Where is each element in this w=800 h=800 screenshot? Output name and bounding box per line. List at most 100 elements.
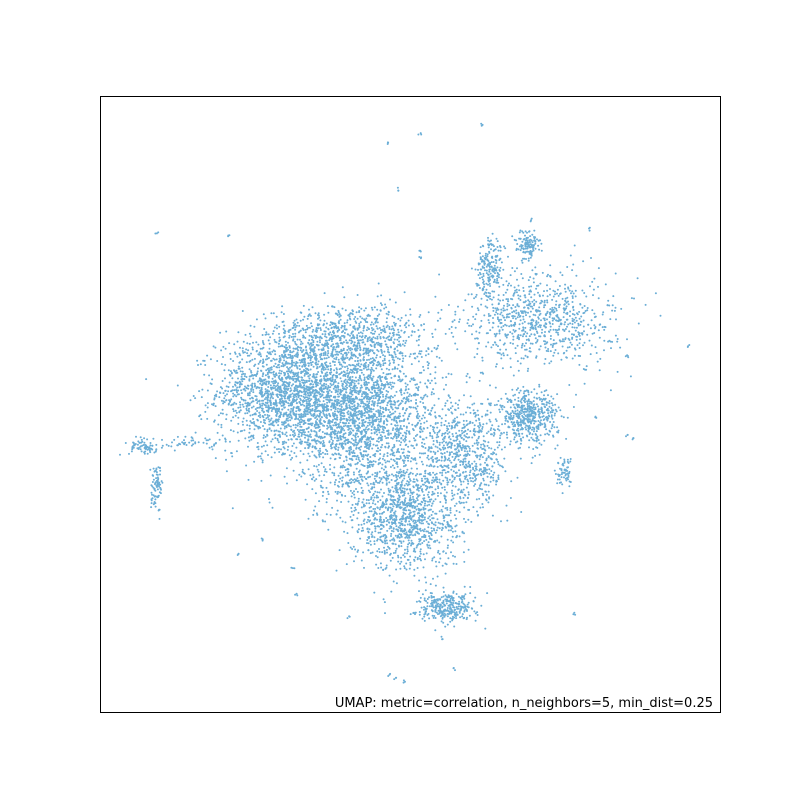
scatter-point <box>306 388 309 391</box>
scatter-point <box>427 379 430 382</box>
scatter-point <box>346 367 349 370</box>
scatter-point <box>403 344 406 347</box>
scatter-point <box>233 343 236 346</box>
scatter-point <box>377 531 380 534</box>
scatter-point <box>313 509 315 512</box>
scatter-point <box>399 444 402 446</box>
scatter-point <box>295 362 297 365</box>
scatter-point <box>311 473 314 476</box>
scatter-point <box>360 431 363 434</box>
scatter-point <box>376 428 379 431</box>
scatter-point <box>354 316 357 318</box>
scatter-point <box>378 429 381 432</box>
scatter-point <box>301 386 304 389</box>
scatter-point <box>252 400 255 403</box>
scatter-point <box>312 374 315 377</box>
scatter-point <box>298 415 301 418</box>
scatter-point <box>304 422 307 424</box>
scatter-point <box>284 412 287 415</box>
scatter-point <box>278 336 281 339</box>
scatter-point <box>409 313 412 316</box>
scatter-point <box>262 444 265 447</box>
scatter-point <box>330 379 333 382</box>
scatter-point <box>372 351 375 354</box>
scatter-point <box>357 332 360 335</box>
scatter-point <box>360 410 363 413</box>
scatter-point <box>335 445 338 448</box>
scatter-point <box>434 445 437 448</box>
scatter-point <box>381 351 383 354</box>
scatter-point <box>350 381 352 384</box>
scatter-point <box>416 405 419 408</box>
scatter-point <box>322 466 325 468</box>
scatter-point <box>228 381 231 384</box>
scatter-point <box>352 326 355 329</box>
scatter-point <box>238 380 241 383</box>
scatter-point <box>356 334 359 337</box>
scatter-point <box>391 437 394 440</box>
scatter-point <box>276 388 279 391</box>
scatter-point <box>407 319 410 322</box>
scatter-point <box>363 347 366 350</box>
scatter-point <box>419 381 422 384</box>
scatter-point <box>393 351 396 354</box>
scatter-point <box>390 336 393 339</box>
scatter-point <box>285 381 288 384</box>
scatter-point <box>232 392 235 395</box>
scatter-point <box>310 424 313 427</box>
scatter-point <box>424 477 427 480</box>
scatter-point <box>351 357 354 360</box>
scatter-point <box>420 428 423 431</box>
scatter-point <box>326 345 329 348</box>
scatter-point <box>311 478 314 481</box>
scatter-point <box>391 486 394 489</box>
scatter-point <box>375 325 378 328</box>
scatter-point <box>450 331 453 334</box>
scatter-point <box>425 420 428 423</box>
scatter-point <box>327 409 330 412</box>
scatter-point <box>347 345 350 348</box>
scatter-point <box>341 342 344 345</box>
scatter-point <box>368 421 371 424</box>
scatter-point <box>341 365 344 368</box>
scatter-point <box>206 417 209 420</box>
scatter-point <box>314 376 316 379</box>
scatter-point <box>298 390 301 393</box>
scatter-point <box>341 307 344 310</box>
scatter-point <box>346 380 349 383</box>
scatter-point <box>329 513 332 516</box>
scatter-point <box>173 449 176 452</box>
scatter-point <box>312 389 314 391</box>
scatter-point <box>369 543 372 546</box>
scatter-point <box>431 336 434 338</box>
scatter-point <box>294 340 296 343</box>
scatter-point <box>346 399 349 402</box>
scatter-point <box>416 433 419 436</box>
scatter-point <box>272 349 275 352</box>
scatter-point <box>294 328 297 331</box>
scatter-point <box>357 382 360 385</box>
scatter-point <box>294 377 297 380</box>
scatter-point <box>323 377 326 380</box>
scatter-point <box>299 329 302 332</box>
scatter-point <box>301 468 304 471</box>
scatter-point <box>361 489 364 492</box>
scatter-point <box>256 372 259 375</box>
scatter-point <box>336 384 339 387</box>
scatter-point <box>375 367 378 370</box>
scatter-point <box>443 488 446 491</box>
scatter-point <box>346 365 349 368</box>
scatter-point <box>200 396 203 399</box>
scatter-point <box>264 392 266 395</box>
scatter-point <box>369 357 372 360</box>
scatter-point <box>334 448 337 451</box>
scatter-point <box>331 439 334 442</box>
scatter-point <box>303 393 306 396</box>
scatter-point <box>422 369 425 372</box>
scatter-point <box>338 404 341 407</box>
scatter-point <box>302 349 305 351</box>
scatter-point <box>342 402 345 405</box>
scatter-point <box>242 378 245 381</box>
scatter-point <box>374 490 377 493</box>
scatter-point <box>326 398 329 401</box>
